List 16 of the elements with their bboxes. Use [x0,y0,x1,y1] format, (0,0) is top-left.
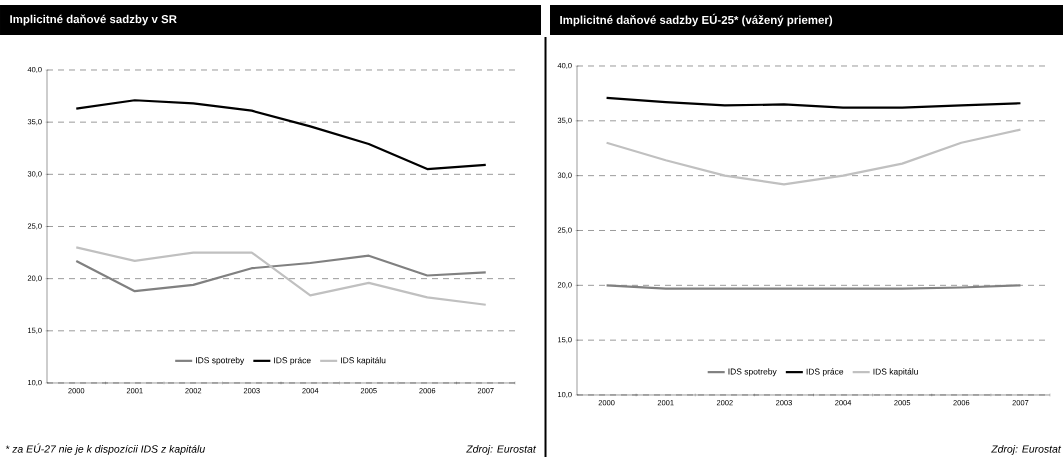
line-series [75,246,487,306]
legend-label: IDS práce [274,356,311,365]
text: * za EÚ-27 nie je k dispozícii IDS z kapitálu [5,443,205,455]
text: Zdroj: Eurostat [991,445,1062,455]
legend-label: IDS kapitálu [341,356,386,365]
text: Zdroj: Eurostat [466,445,537,455]
line-series [75,254,487,293]
chart-title: Implicitné daňové sadzby EÚ-25* (vážený priemer) [560,13,833,27]
legend-label: IDS kapitálu [873,368,918,377]
line-series [605,96,1022,109]
line-series [75,99,487,171]
legend-label: IDS spotreby [196,357,245,365]
legend-label: IDS spotreby [728,368,777,377]
chart-title: Implicitné daňové sadzby v SR [10,14,177,26]
line-series [605,128,1022,186]
legend-label: IDS práce [806,368,844,377]
